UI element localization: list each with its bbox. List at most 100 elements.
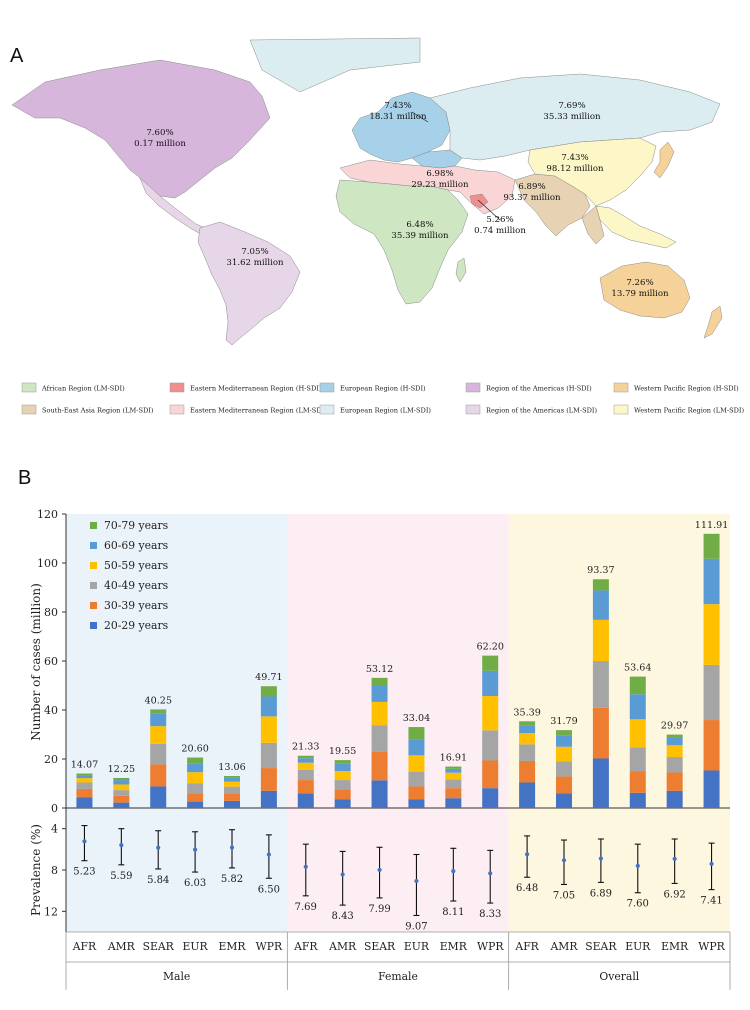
bar-segment-60-69-years	[666, 737, 683, 746]
category-label: AFR	[514, 940, 539, 953]
bar-total-label: 31.79	[550, 716, 577, 727]
prevalence-label: 5.82	[221, 874, 243, 885]
bar-segment-30-39-years	[556, 776, 572, 794]
category-label: AFR	[293, 940, 318, 953]
region-africa	[335, 179, 469, 305]
category-axis: AFR AMR SEAR EUR EMR WPR Male AFR AMR SEAR EUR EMR W…	[65, 931, 731, 990]
bar-segment-60-69-years	[334, 763, 351, 772]
bar-segment-70-79-years	[408, 727, 425, 740]
prev-y-tick-label: 12	[44, 905, 58, 918]
prevalence-point	[377, 867, 382, 872]
bar-segment-70-79-years	[224, 776, 240, 778]
panel-a-letter: A	[10, 45, 24, 67]
bar-segment-50-59-years	[371, 701, 388, 726]
prevalence-point	[598, 856, 603, 861]
bar-total-label: 49.71	[255, 672, 282, 683]
panel-b-letter: B	[18, 467, 31, 489]
category-label: WPR	[698, 940, 725, 953]
bar-segment-20-29-years	[224, 800, 240, 808]
prevalence-label: 5.84	[147, 875, 169, 886]
bar-segment-60-69-years	[297, 758, 314, 763]
bar-segment-40-49-years	[187, 783, 204, 794]
bar-segment-30-39-years	[260, 768, 277, 791]
prevalence-label: 7.05	[553, 890, 575, 901]
bar-segment-30-39-years	[76, 788, 93, 798]
bar-segment-60-69-years	[482, 670, 499, 697]
stacked-bars	[76, 533, 720, 808]
region-madagascar	[455, 257, 467, 283]
bar-segment-50-59-years	[76, 778, 93, 783]
legend-item-label: Region of the Americas (H-SDI)	[486, 385, 592, 393]
bar-segment-30-39-years	[224, 793, 240, 801]
y-tick-label: 100	[37, 557, 58, 570]
label-eur-h-pct: 7.43%	[384, 101, 411, 111]
bar-segment-30-39-years	[666, 772, 683, 791]
bar-total-label: 33.04	[403, 713, 430, 724]
age-legend-label: 40-49 years	[104, 579, 168, 592]
bar-segment-40-49-years	[408, 771, 425, 787]
category-label: WPR	[477, 940, 504, 953]
region-australia	[599, 261, 691, 319]
y-axis-label-prevalence: Prevalence (%)	[29, 824, 43, 916]
bar-segment-40-49-years	[482, 730, 499, 761]
bar-segment-50-59-years	[113, 784, 130, 791]
bar-segment-30-39-years	[445, 788, 462, 799]
bar-total-label: 20.60	[181, 744, 208, 755]
age-legend-swatch	[90, 582, 97, 589]
category-label: AMR	[328, 940, 357, 953]
legend-item-label: Eastern Mediterranean Region (LM-SDI)	[190, 407, 327, 415]
bar-segment-60-69-years	[519, 725, 536, 734]
bar-segment-20-29-years	[482, 788, 499, 808]
bar-total-label: 16.91	[440, 753, 467, 764]
legend-item-label: Eastern Mediterranean Region (H-SDI)	[190, 385, 322, 393]
bar-segment-50-59-years	[519, 733, 536, 745]
bar-segment-70-79-years	[297, 755, 314, 759]
bar-total-labels: 14.07 12.25 40.25 20.60 13.06 49.71 21.33 19.55…	[71, 520, 729, 775]
category-label: SEAR	[364, 940, 396, 953]
bar-segment-40-49-years	[76, 782, 93, 789]
bar-segment-30-39-years	[334, 789, 351, 800]
prevalence-point	[193, 847, 198, 852]
age-legend-swatch	[90, 622, 97, 629]
bar-segment-50-59-years	[334, 771, 351, 781]
bar-segment-70-79-years	[113, 777, 130, 781]
map-pointer-lines	[411, 111, 501, 221]
legend-swatch	[465, 382, 481, 393]
bar-total-label: 93.37	[587, 565, 614, 576]
bar-total-label: 14.07	[71, 760, 98, 771]
bar-segment-70-79-years	[629, 676, 646, 695]
y-tick-label: 60	[44, 655, 58, 668]
bar-segment-70-79-years	[519, 721, 536, 726]
age-legend-swatch	[90, 522, 97, 529]
bar-segment-50-59-years	[629, 719, 646, 748]
bar-segment-70-79-years	[445, 766, 462, 769]
label-wpr-lm-pct: 7.43%	[561, 153, 588, 163]
map-labels: 7.60% 0.17 million 7.05% 31.62 million 6…	[134, 101, 669, 299]
label-emr-lm-pct: 6.98%	[426, 169, 453, 179]
bar-segment-40-49-years	[445, 779, 462, 789]
bar-segment-50-59-years	[592, 619, 609, 661]
age-legend-swatch	[90, 542, 97, 549]
prevalence-label: 6.03	[184, 878, 206, 889]
bar-segment-70-79-years	[260, 686, 277, 697]
bar-segment-30-39-years	[592, 707, 609, 759]
bar-segment-20-29-years	[113, 802, 130, 808]
prevalence-label: 6.89	[590, 888, 612, 899]
prevalence-label: 5.59	[110, 871, 132, 882]
bar-total-label: 19.55	[329, 746, 356, 757]
legend-swatch	[613, 382, 629, 393]
prevalence-point	[229, 845, 235, 850]
bar-segment-50-59-years	[224, 781, 240, 787]
bar-segment-20-29-years	[408, 799, 425, 808]
legend-swatch	[613, 404, 629, 415]
bar-segment-70-79-years	[666, 734, 683, 738]
bar-segment-50-59-years	[297, 762, 314, 770]
legend-item-label: European Region (H-SDI)	[340, 385, 426, 393]
category-label: WPR	[256, 940, 283, 953]
label-afr-pct: 6.48%	[406, 220, 433, 230]
prevalence-label: 7.69	[295, 902, 317, 913]
bar-segment-50-59-years	[482, 696, 499, 731]
prevalence-point	[340, 872, 345, 877]
prev-y-tick-label: 4	[51, 823, 58, 836]
prevalence-point	[525, 852, 530, 857]
